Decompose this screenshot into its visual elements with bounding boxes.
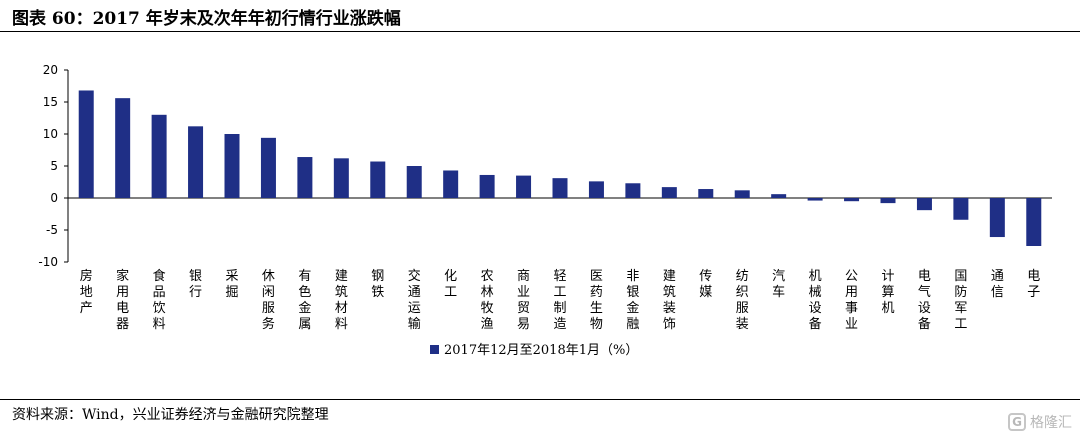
category-label: 建筑装饰 <box>663 269 676 332</box>
bar <box>953 198 969 220</box>
watermark: G 格隆汇 <box>1008 410 1072 434</box>
category-label: 非银金融 <box>626 269 639 332</box>
bar <box>844 198 860 202</box>
category-label: 纺织服装 <box>736 269 749 332</box>
legend-swatch <box>430 345 439 354</box>
y-tick-label: 20 <box>43 63 58 77</box>
y-tick-label: -5 <box>46 223 58 237</box>
bar <box>370 161 386 198</box>
bar <box>552 178 568 198</box>
bottom-rule <box>0 399 1080 400</box>
category-label: 机械设备 <box>809 269 822 332</box>
chart-title: 图表 60：2017 年岁末及次年年初行情行业涨跌幅 <box>12 9 401 29</box>
category-label: 化工 <box>444 269 457 300</box>
category-label: 汽车 <box>772 269 785 300</box>
category-label: 传媒 <box>699 269 712 300</box>
y-tick-label: 10 <box>43 127 58 141</box>
bar <box>661 187 677 198</box>
watermark-logo-icon: G <box>1008 413 1026 431</box>
bar <box>151 114 167 198</box>
category-label: 采掘 <box>225 269 238 300</box>
y-tick-label: -10 <box>38 255 58 269</box>
bar <box>479 174 495 198</box>
top-rule <box>0 31 1080 32</box>
bar <box>443 170 459 198</box>
y-tick-label: 15 <box>43 95 58 109</box>
bar <box>916 198 932 211</box>
bar <box>115 98 131 198</box>
category-label: 国防军工 <box>954 269 967 332</box>
category-label: 电气设备 <box>918 269 931 332</box>
bar <box>260 137 276 198</box>
bar <box>588 181 604 198</box>
category-label: 通信 <box>991 269 1004 300</box>
y-tick-label: 5 <box>50 159 58 173</box>
source-note: 资料来源：Wind，兴业证券经济与金融研究院整理 <box>12 407 329 423</box>
bar <box>333 158 349 198</box>
category-label: 农林牧渔 <box>481 269 494 332</box>
bar <box>989 198 1005 238</box>
category-label: 交通运输 <box>408 268 421 332</box>
bar <box>406 166 422 198</box>
category-label: 钢铁 <box>371 269 384 300</box>
bar <box>297 157 313 198</box>
category-label: 医药生物 <box>590 269 603 332</box>
legend: 2017年12月至2018年1月（%） <box>430 343 638 358</box>
bar <box>771 194 787 198</box>
bar <box>625 183 641 198</box>
bar <box>1026 198 1042 246</box>
category-label: 轻工制造 <box>553 269 566 332</box>
category-label: 电子 <box>1027 269 1040 300</box>
bar <box>188 126 204 198</box>
category-label: 计算机 <box>881 269 894 316</box>
bar <box>78 90 94 198</box>
category-label: 有色金属 <box>298 269 311 332</box>
category-label: 家用电器 <box>116 268 129 332</box>
bars-layer <box>78 90 1042 246</box>
category-label: 休闲服务 <box>262 269 275 332</box>
category-label: 银行 <box>189 269 202 300</box>
bar <box>698 189 714 198</box>
bar <box>224 134 240 198</box>
bar <box>516 175 532 198</box>
bar <box>734 190 750 198</box>
bar <box>807 198 823 201</box>
legend-label: 2017年12月至2018年1月（%） <box>444 343 638 358</box>
bar <box>880 198 896 204</box>
category-label: 建筑材料 <box>335 269 348 332</box>
category-label: 商业贸易 <box>517 269 530 332</box>
category-label: 食品饮料 <box>153 268 166 332</box>
category-label: 公用事业 <box>845 269 858 332</box>
watermark-text: 格隆汇 <box>1030 415 1072 431</box>
category-label: 房地产 <box>80 268 93 316</box>
y-tick-label: 0 <box>50 191 58 205</box>
